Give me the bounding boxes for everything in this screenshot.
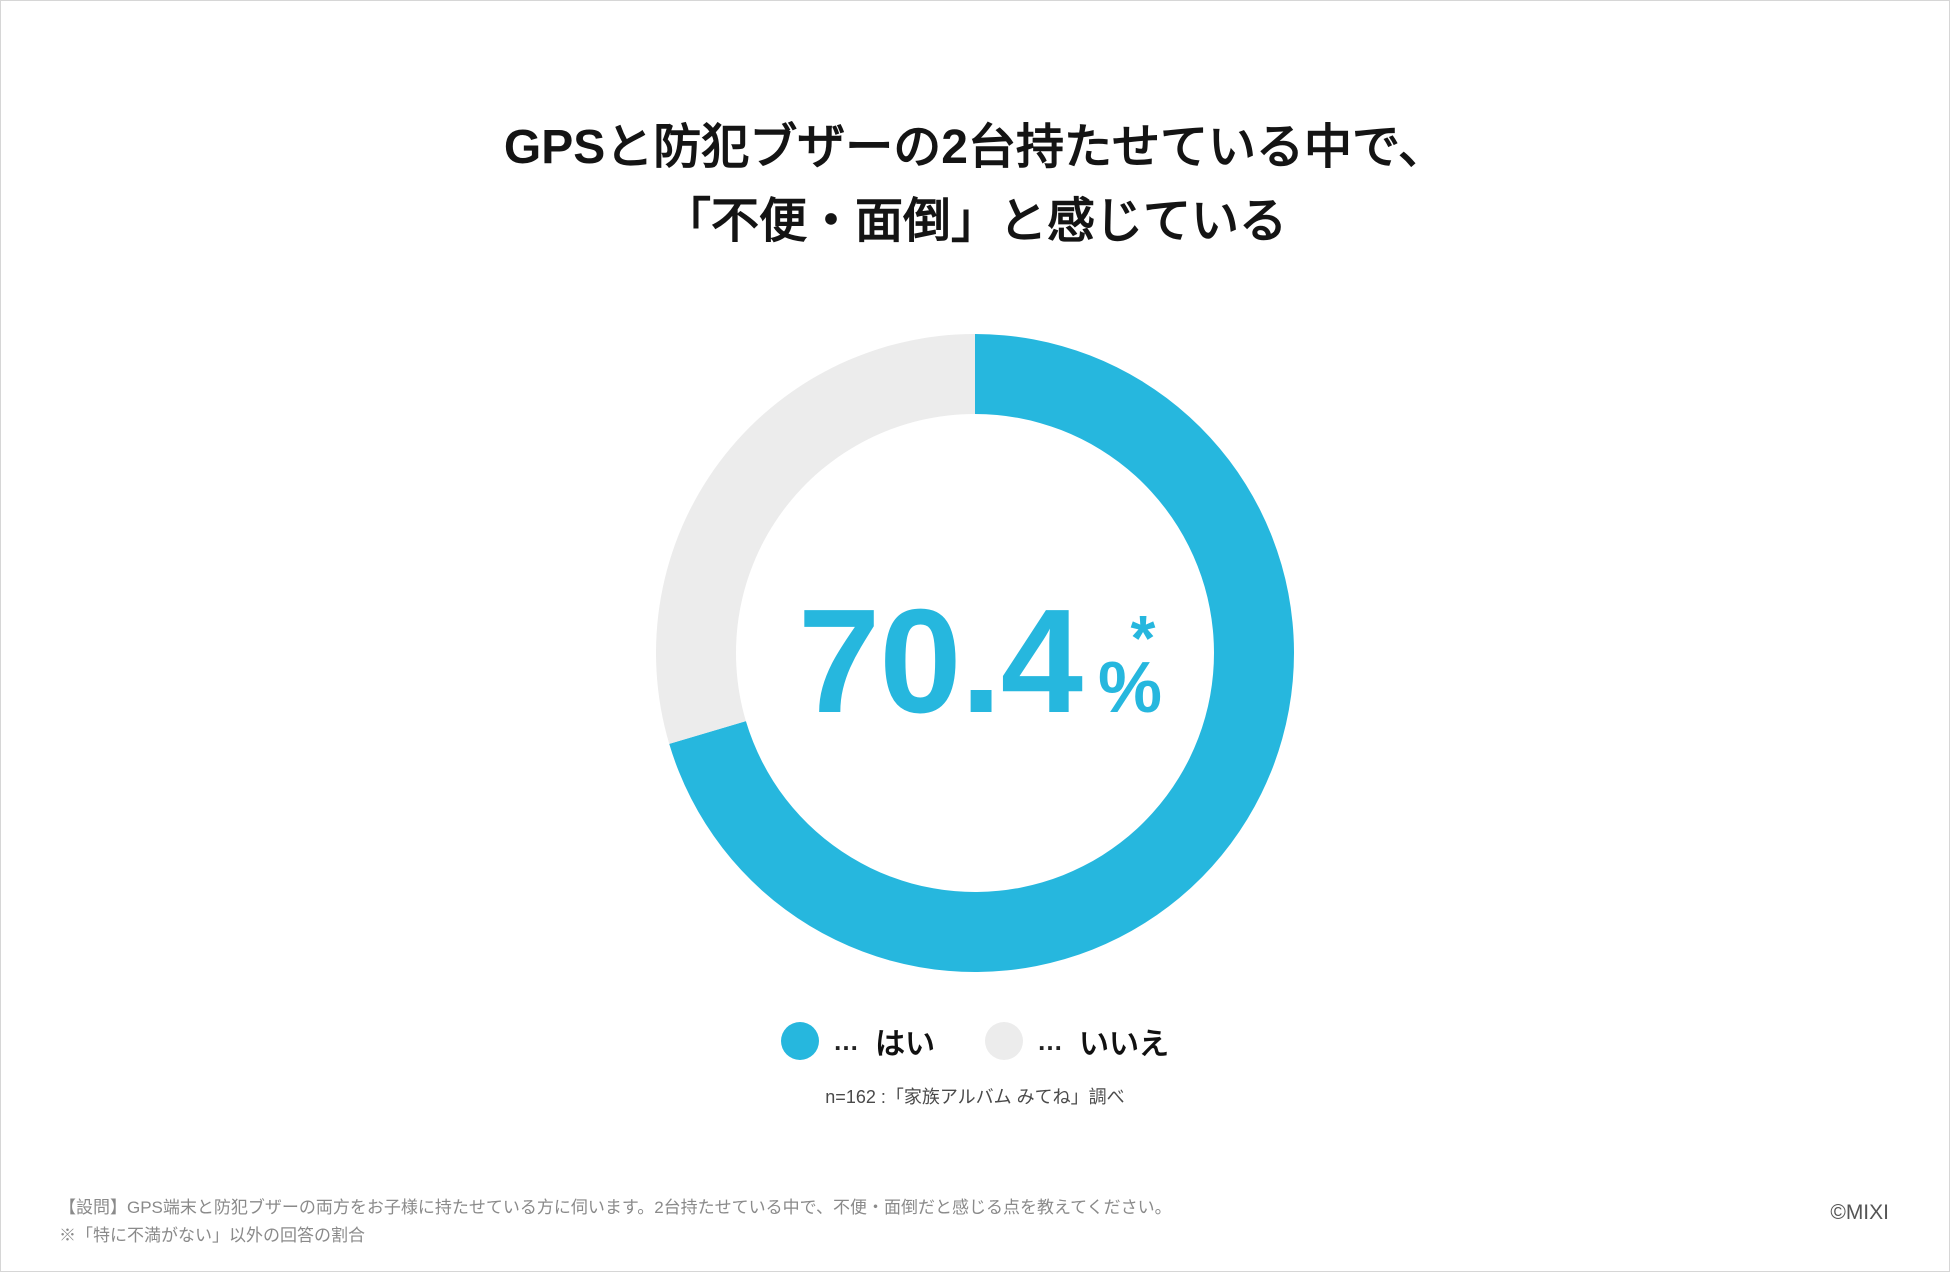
legend-swatch-yes	[781, 1022, 819, 1060]
donut-slice-2	[655, 334, 975, 744]
legend: … はい … いいえ	[1, 1020, 1949, 1062]
footnotes: 【設問】GPS端末と防犯ブザーの両方をお子様に持たせている方に伺います。2台持た…	[59, 1194, 1172, 1250]
donut-chart: 70.4 % *	[655, 334, 1294, 972]
legend-ellipsis: …	[833, 1025, 859, 1056]
center-value-label: 70.4	[798, 579, 1083, 744]
legend-ellipsis: …	[1037, 1025, 1063, 1056]
legend-item-yes: … はい	[781, 1019, 935, 1063]
title-line-2: 「不便・面倒」と感じている	[662, 195, 1287, 248]
legend-label-yes: はい	[875, 1028, 935, 1061]
footnote-note: ※「特に不満がない」以外の回答の割合	[59, 1226, 365, 1245]
chart-title: GPSと防犯ブザーの2台持たせている中で、 「不便・面倒」と感じている	[1, 111, 1949, 259]
copyright-label: ©MIXI	[1830, 1201, 1889, 1224]
donut-slices	[655, 334, 1294, 972]
center-asterisk-mark: *	[1131, 602, 1156, 674]
source-note: n=162 :「家族アルバム みてね」調べ	[825, 1087, 1125, 1107]
footnote-question: 【設問】GPS端末と防犯ブザーの両方をお子様に持たせている方に伺います。2台持た…	[59, 1198, 1172, 1217]
legend-label-no: いいえ	[1079, 1028, 1169, 1061]
center-unit-label: %	[1098, 648, 1162, 728]
title-line-1: GPSと防犯ブザーの2台持たせている中で、	[503, 121, 1447, 174]
legend-swatch-no	[985, 1022, 1023, 1060]
legend-item-no: … いいえ	[985, 1019, 1169, 1063]
